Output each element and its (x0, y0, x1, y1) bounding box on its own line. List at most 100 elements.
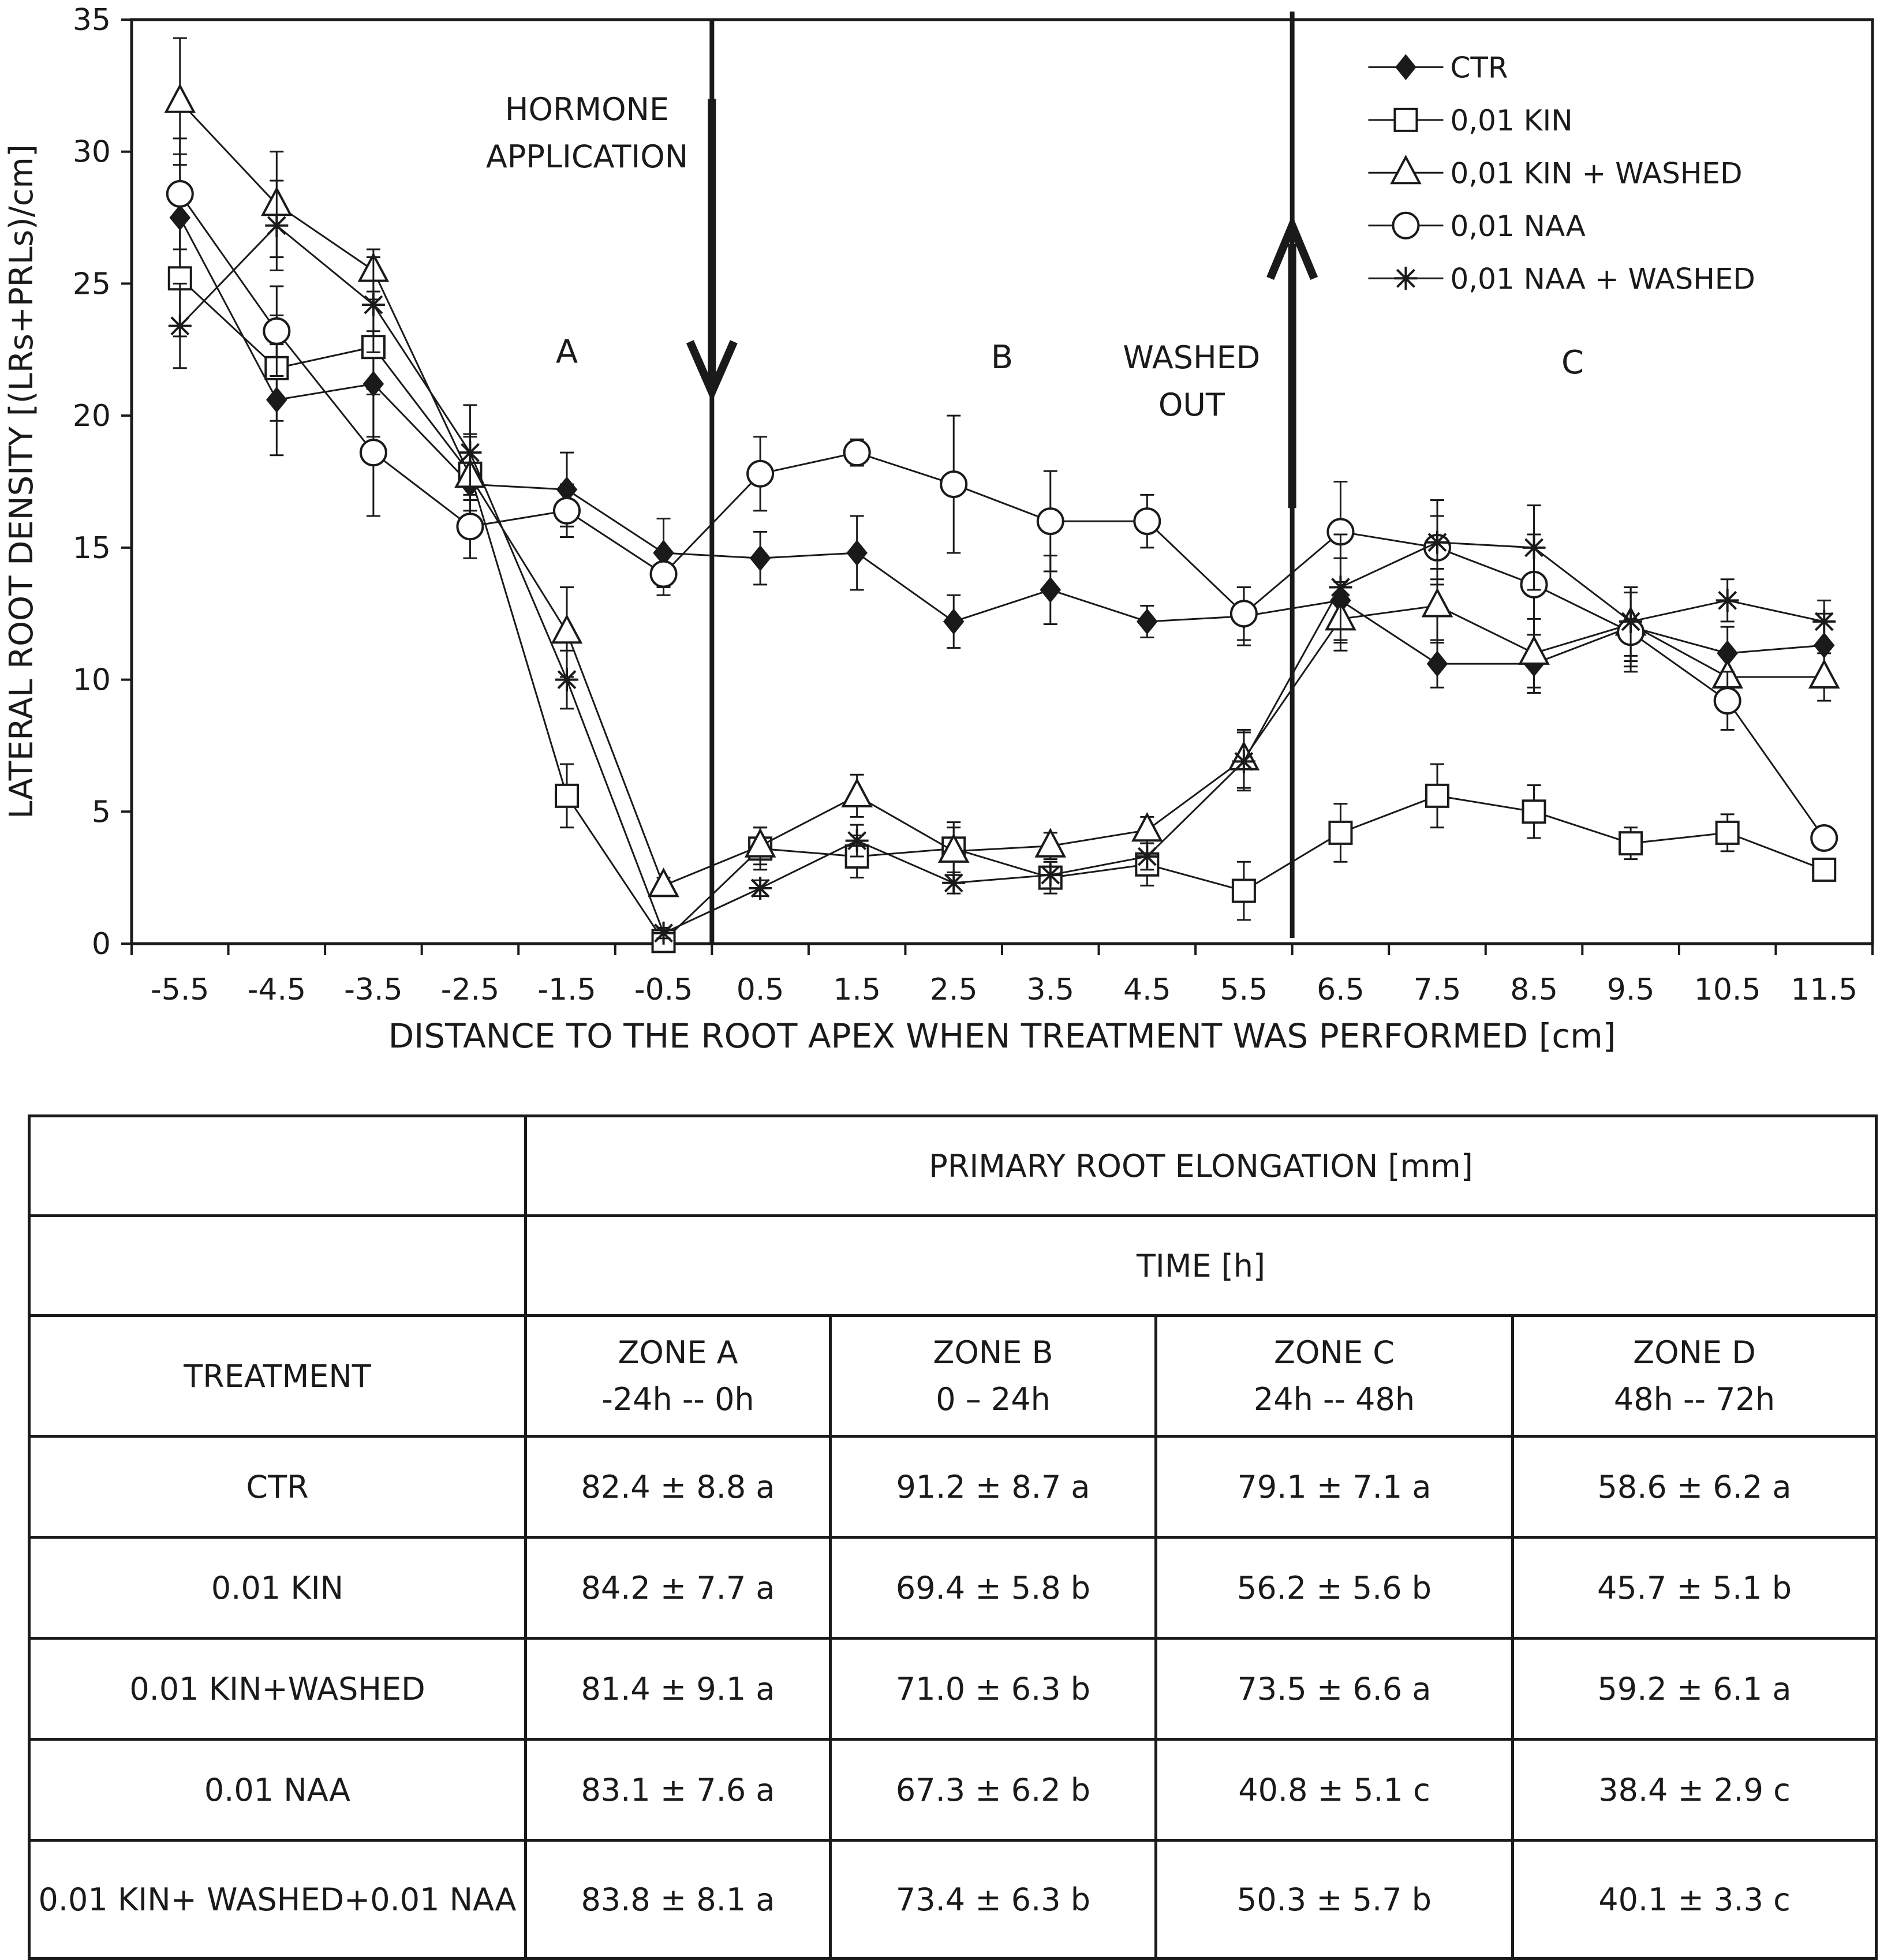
data-point (1137, 608, 1158, 635)
value-cell: 38.4 ± 2.9 c (1511, 1738, 1878, 1842)
legend-marker (1392, 211, 1420, 240)
x-tick-label: 5.5 (1220, 972, 1268, 1007)
value-cell: 82.4 ± 8.8 a (524, 1435, 832, 1539)
data-point (942, 871, 966, 895)
data-point (361, 293, 385, 317)
x-tick-label: 4.5 (1123, 972, 1171, 1007)
primary-root-elongation-header: PRIMARY ROOT ELONGATION [mm] (524, 1114, 1878, 1217)
x-tick-label: -1.5 (537, 972, 596, 1007)
data-point (1232, 750, 1255, 773)
line-chart: 0 5 10 15 20 25 30 35 -5.5 -4.5 -3.5 -2.5 -1.5 -0.5 0.… (3, 3, 1874, 1056)
zone-header: ZONE B 0 – 24h (829, 1314, 1157, 1438)
treatment-header: TREATMENT (28, 1314, 527, 1438)
value-cell: 73.5 ± 6.6 a (1154, 1637, 1514, 1741)
data-point (265, 214, 289, 237)
zone-range: 0 – 24h (936, 1381, 1051, 1417)
data-point (263, 317, 291, 345)
y-tick-label: 10 (73, 663, 111, 698)
y-tick-label: 30 (73, 135, 111, 170)
zone-name: ZONE B (933, 1334, 1053, 1371)
down-arrow-icon (686, 340, 738, 402)
value-cell: 71.0 ± 6.3 b (829, 1637, 1157, 1741)
data-point (1619, 609, 1643, 633)
treatment-cell: 0.01 NAA (28, 1738, 527, 1842)
series-group (166, 137, 1838, 852)
zone-label: C (1561, 344, 1584, 381)
data-point (1133, 507, 1161, 536)
zone-range: 48h -- 72h (1613, 1381, 1776, 1417)
data-point (1421, 588, 1453, 618)
data-point (555, 783, 579, 808)
zone-name: ZONE D (1633, 1334, 1756, 1371)
x-tick-label: 6.5 (1317, 972, 1365, 1007)
value-cell: 67.3 ± 6.2 b (829, 1738, 1157, 1842)
data-point (1038, 863, 1062, 887)
table-corner-cell (28, 1214, 527, 1317)
data-point (749, 545, 771, 571)
value-cell: 79.1 ± 7.1 a (1154, 1435, 1514, 1539)
zone-header: ZONE D 48h -- 72h (1511, 1314, 1878, 1438)
series-line (179, 217, 1825, 665)
value-cell: 81.4 ± 9.1 a (524, 1637, 832, 1741)
data-point (1231, 878, 1256, 903)
zone-range: -24h -- 0h (601, 1381, 754, 1417)
value-cell: 91.2 ± 8.7 a (829, 1435, 1157, 1539)
data-point (1131, 812, 1163, 842)
data-point (458, 441, 482, 465)
data-point (1426, 530, 1449, 554)
value-cell: 45.7 ± 5.1 b (1511, 1536, 1878, 1640)
value-cell: 69.4 ± 5.8 b (829, 1536, 1157, 1640)
data-point (1812, 609, 1836, 633)
x-axis-label: DISTANCE TO THE ROOT APEX WHEN TREATMENT… (388, 1016, 1616, 1056)
treatment-cell: 0.01 KIN+WASHED (28, 1637, 527, 1741)
x-tick-label: 10.5 (1694, 972, 1761, 1007)
zone-range: 24h -- 48h (1253, 1381, 1415, 1417)
x-tick-label: 8.5 (1510, 972, 1558, 1007)
table-row: 0.01 NAA 83.1 ± 7.6 a 67.3 ± 6.2 b 40.8 … (28, 1738, 1878, 1842)
data-point (937, 833, 970, 863)
washed-out-label: WASHED (1123, 339, 1260, 376)
series-line (179, 100, 1825, 887)
zone-header: ZONE A -24h -- 0h (524, 1314, 832, 1438)
data-point (359, 439, 387, 467)
legend-marker (1393, 107, 1418, 132)
value-cell: 59.2 ± 6.1 a (1511, 1637, 1878, 1741)
x-tick-label: -5.5 (151, 972, 209, 1007)
table-time-row: TIME [h] (28, 1214, 1878, 1317)
value-cell: 40.8 ± 5.1 c (1154, 1738, 1514, 1842)
legend-marker (1390, 155, 1422, 185)
y-tick-label: 25 (73, 267, 111, 301)
x-tick-label: 0.5 (737, 972, 784, 1007)
data-point (1619, 831, 1643, 856)
y-tick-label: 35 (73, 3, 111, 38)
table-row: 0.01 KIN+WASHED 81.4 ± 9.1 a 71.0 ± 6.3 … (28, 1637, 1878, 1741)
data-point (648, 867, 679, 897)
legend-label: 0,01 NAA (1450, 210, 1585, 243)
hormone-application-label: APPLICATION (486, 139, 688, 175)
table-header-row: PRIMARY ROOT ELONGATION [mm] (28, 1114, 1878, 1217)
data-point (1040, 577, 1062, 603)
x-tick-label: -2.5 (441, 972, 499, 1007)
zone-name: ZONE A (618, 1334, 738, 1371)
data-point (1426, 650, 1448, 677)
treatment-cell: 0.01 KIN (28, 1536, 527, 1640)
value-cell: 50.3 ± 5.7 b (1154, 1839, 1514, 1960)
data-point (456, 513, 484, 541)
data-point (1518, 635, 1550, 665)
data-point (846, 540, 868, 566)
data-point (744, 828, 776, 858)
legend-label: 0,01 KIN + WASHED (1450, 156, 1742, 190)
x-tick-label: 2.5 (930, 972, 978, 1007)
data-point (943, 608, 965, 635)
treatment-cell: 0.01 KIN+ WASHED+0.01 NAA (28, 1839, 527, 1960)
data-point (1713, 687, 1741, 715)
zone-name: ZONE C (1274, 1334, 1395, 1371)
treatment-cell: CTR (28, 1435, 527, 1539)
x-tick-label: 7.5 (1414, 972, 1462, 1007)
zone-header: ZONE C 24h -- 48h (1154, 1314, 1514, 1438)
x-tick-label: 1.5 (833, 972, 881, 1007)
data-point (1522, 536, 1546, 559)
data-point (166, 179, 194, 208)
data-point (649, 560, 678, 588)
series-line (179, 278, 1825, 942)
